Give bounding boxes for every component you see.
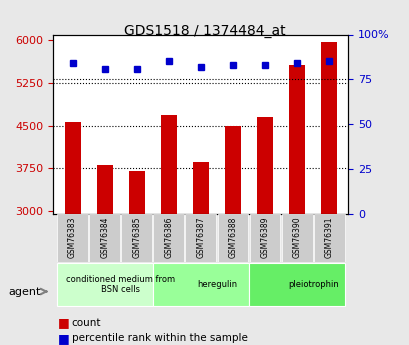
FancyBboxPatch shape xyxy=(217,214,248,262)
FancyBboxPatch shape xyxy=(313,214,344,262)
Bar xyxy=(97,166,112,345)
FancyBboxPatch shape xyxy=(153,263,248,306)
FancyBboxPatch shape xyxy=(249,214,280,262)
Text: ■: ■ xyxy=(57,332,69,345)
Bar xyxy=(256,117,272,345)
Bar xyxy=(288,65,304,345)
Text: GDS1518 / 1374484_at: GDS1518 / 1374484_at xyxy=(124,24,285,38)
Bar xyxy=(192,161,209,345)
Text: GSM76383: GSM76383 xyxy=(68,216,77,258)
Bar xyxy=(225,126,240,345)
Text: GSM76389: GSM76389 xyxy=(260,216,269,258)
Text: GSM76385: GSM76385 xyxy=(132,216,141,258)
Text: GSM76388: GSM76388 xyxy=(228,216,237,258)
FancyBboxPatch shape xyxy=(248,263,344,306)
Text: percentile rank within the sample: percentile rank within the sample xyxy=(72,333,247,343)
Text: GSM76391: GSM76391 xyxy=(324,216,333,258)
Text: count: count xyxy=(72,318,101,327)
FancyBboxPatch shape xyxy=(57,214,88,262)
Bar xyxy=(64,122,81,345)
Bar xyxy=(128,171,144,345)
FancyBboxPatch shape xyxy=(121,214,152,262)
Bar xyxy=(160,115,176,345)
FancyBboxPatch shape xyxy=(89,214,120,262)
Text: agent: agent xyxy=(8,287,40,296)
Text: GSM76387: GSM76387 xyxy=(196,216,205,258)
Text: GSM76390: GSM76390 xyxy=(292,216,301,258)
Text: heregulin: heregulin xyxy=(196,280,236,289)
Text: GSM76384: GSM76384 xyxy=(100,216,109,258)
Bar xyxy=(320,42,337,345)
FancyBboxPatch shape xyxy=(153,214,184,262)
Text: GSM76386: GSM76386 xyxy=(164,216,173,258)
Text: ■: ■ xyxy=(57,316,69,329)
FancyBboxPatch shape xyxy=(281,214,312,262)
Text: pleiotrophin: pleiotrophin xyxy=(287,280,338,289)
FancyBboxPatch shape xyxy=(185,214,216,262)
Text: conditioned medium from
BSN cells: conditioned medium from BSN cells xyxy=(66,275,175,294)
FancyBboxPatch shape xyxy=(56,263,153,306)
